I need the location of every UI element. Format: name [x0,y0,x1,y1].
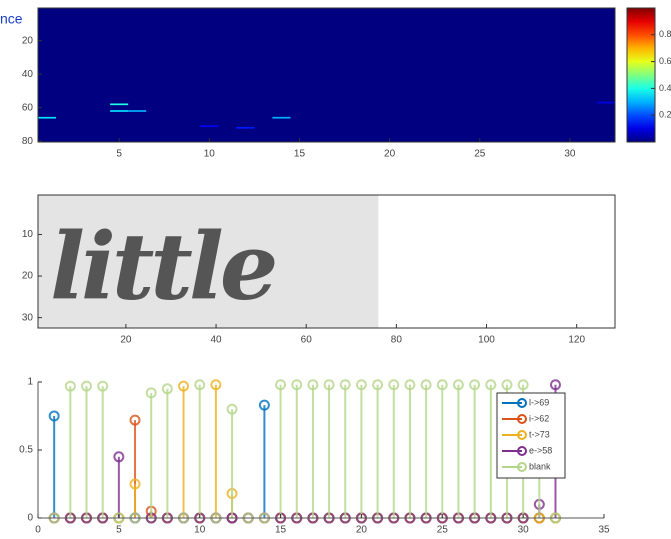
x-tick-label: 35 [598,525,610,536]
x-tick-label: 10 [194,525,206,536]
x-tick-label: 30 [564,149,576,160]
heatmap-cell [272,117,290,119]
colorbar [627,8,655,142]
y-tick-label: 60 [22,102,34,113]
x-tick-label: 15 [275,525,287,536]
y-tick-label: 30 [22,312,34,323]
x-tick-label: 30 [518,525,530,536]
legend-label: l->69 [529,397,549,407]
heatmap-cell [200,125,218,127]
x-tick-label: 20 [356,525,368,536]
y-tick-label: 20 [22,35,34,46]
x-tick-label: 25 [474,149,486,160]
colorbar-tick-label: 0.6 [659,56,671,66]
x-tick-label: 20 [384,149,396,160]
x-tick-label: 20 [120,335,132,346]
x-tick-label: 10 [204,149,216,160]
y-tick-label: 40 [22,69,34,80]
x-tick-label: 5 [116,525,122,536]
heatmap-cell [236,127,254,129]
heatmap-cell [128,110,146,112]
colorbar-tick-label: 0.8 [659,29,671,39]
x-tick-label: 0 [35,525,41,536]
legend-label: t->73 [529,429,550,439]
x-tick-label: 120 [568,335,585,346]
legend-label: i->62 [529,413,549,423]
heatmap-cell [597,102,615,104]
heatmap-cell [110,110,128,112]
legend-label: e->58 [529,445,552,455]
x-tick-label: 60 [301,335,313,346]
y-tick-label: 20 [22,271,34,282]
colorbar-tick-label: 0.2 [659,110,671,120]
heatmap-background [38,8,615,142]
x-tick-label: 25 [437,525,449,536]
y-tick-label: 80 [22,136,34,147]
chart-title: nce [0,11,23,27]
legend-label: blank [529,461,551,471]
y-tick-label: 0.5 [19,445,33,456]
heatmap-cell [38,117,56,119]
y-tick-label: 1 [27,377,33,388]
x-tick-label: 5 [116,149,122,160]
x-tick-label: 40 [210,335,222,346]
figure: nce51015202530204060800.20.40.60.8little… [0,0,671,539]
handwriting: little [50,213,275,321]
colorbar-tick-label: 0.4 [659,83,671,93]
x-tick-label: 100 [478,335,495,346]
x-tick-label: 15 [294,149,306,160]
y-tick-label: 0 [27,513,33,524]
heatmap-cell [110,103,128,105]
x-tick-label: 80 [391,335,403,346]
y-tick-label: 10 [22,229,34,240]
